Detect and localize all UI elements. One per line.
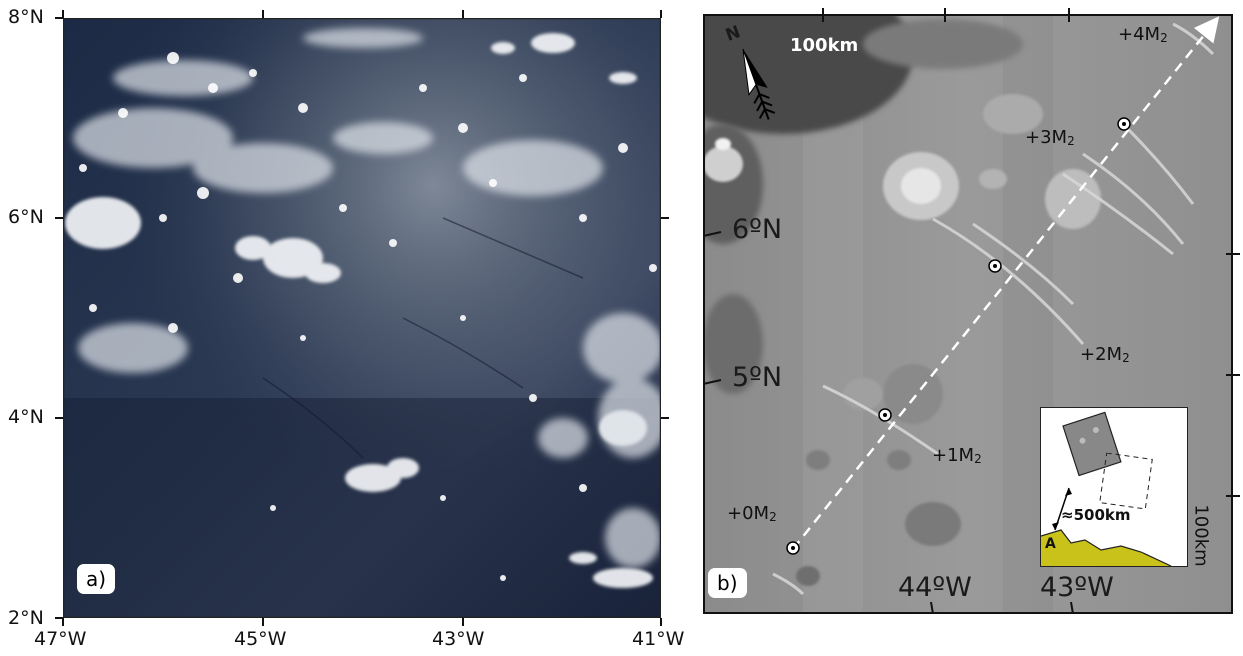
- wave-label-1m2-sub: 2: [974, 452, 982, 466]
- wave-label-3m2-text: +3M: [1025, 127, 1068, 148]
- lon-label-41w: 41°W: [632, 628, 685, 650]
- south-america-coast: [1041, 530, 1171, 566]
- wave-label-4m2-sub: 2: [1160, 31, 1168, 45]
- lat-label-6n: 6°N: [8, 206, 44, 228]
- wave-label-0m2-text: +0M: [727, 503, 770, 524]
- wave-label-0m2-sub: 2: [769, 510, 777, 524]
- inset-distance-label: ≈500km: [1061, 506, 1131, 524]
- wave-label-0m2: +0M2: [727, 503, 777, 524]
- location-inset: ≈500km A: [1040, 407, 1188, 567]
- true-color-image: [62, 17, 668, 619]
- panel-b-tag: b): [708, 568, 747, 598]
- wave-label-1m2: +1M2: [932, 445, 982, 466]
- wave-label-3m2: +3M2: [1025, 127, 1075, 148]
- wave-label-4m2-text: +4M: [1118, 24, 1161, 45]
- panel-a-satellite-image: a): [62, 17, 668, 619]
- sar-footprint: [1062, 411, 1122, 477]
- lat-label-2n: 2°N: [8, 607, 44, 629]
- sar-lon-label-44w: 44ºW: [898, 572, 972, 603]
- rain-cells: [703, 94, 1101, 586]
- scale-bar-side-label: 100km: [1190, 504, 1212, 567]
- panel-a-tag: a): [77, 564, 116, 594]
- inset-land-label: A: [1045, 536, 1056, 552]
- internal-wave-trails: [772, 22, 1215, 596]
- wave-label-2m2-sub: 2: [1122, 351, 1130, 365]
- lon-label-47w: 47°W: [34, 628, 87, 650]
- scale-bar-top-label: 100km: [790, 35, 859, 56]
- sar-lat-label-5n: 5ºN: [732, 362, 783, 393]
- lat-label-8n: 8°N: [8, 6, 44, 28]
- lat-label-4n: 4°N: [8, 406, 44, 428]
- wave-label-4m2: +4M2: [1118, 24, 1168, 45]
- wave-label-2m2-text: +2M: [1080, 344, 1123, 365]
- lon-label-45w: 45°W: [234, 628, 287, 650]
- crest-markers: [786, 117, 1131, 555]
- lon-label-43w: 43°W: [432, 628, 485, 650]
- sar-lat-label-6n: 6ºN: [732, 214, 783, 245]
- wave-label-1m2-text: +1M: [932, 445, 975, 466]
- sar-lon-label-43w: 43ºW: [1040, 572, 1114, 603]
- wave-label-3m2-sub: 2: [1067, 134, 1075, 148]
- panel-b-sar-image: ≈500km A b): [653, 0, 1233, 615]
- wave-label-2m2: +2M2: [1080, 344, 1130, 365]
